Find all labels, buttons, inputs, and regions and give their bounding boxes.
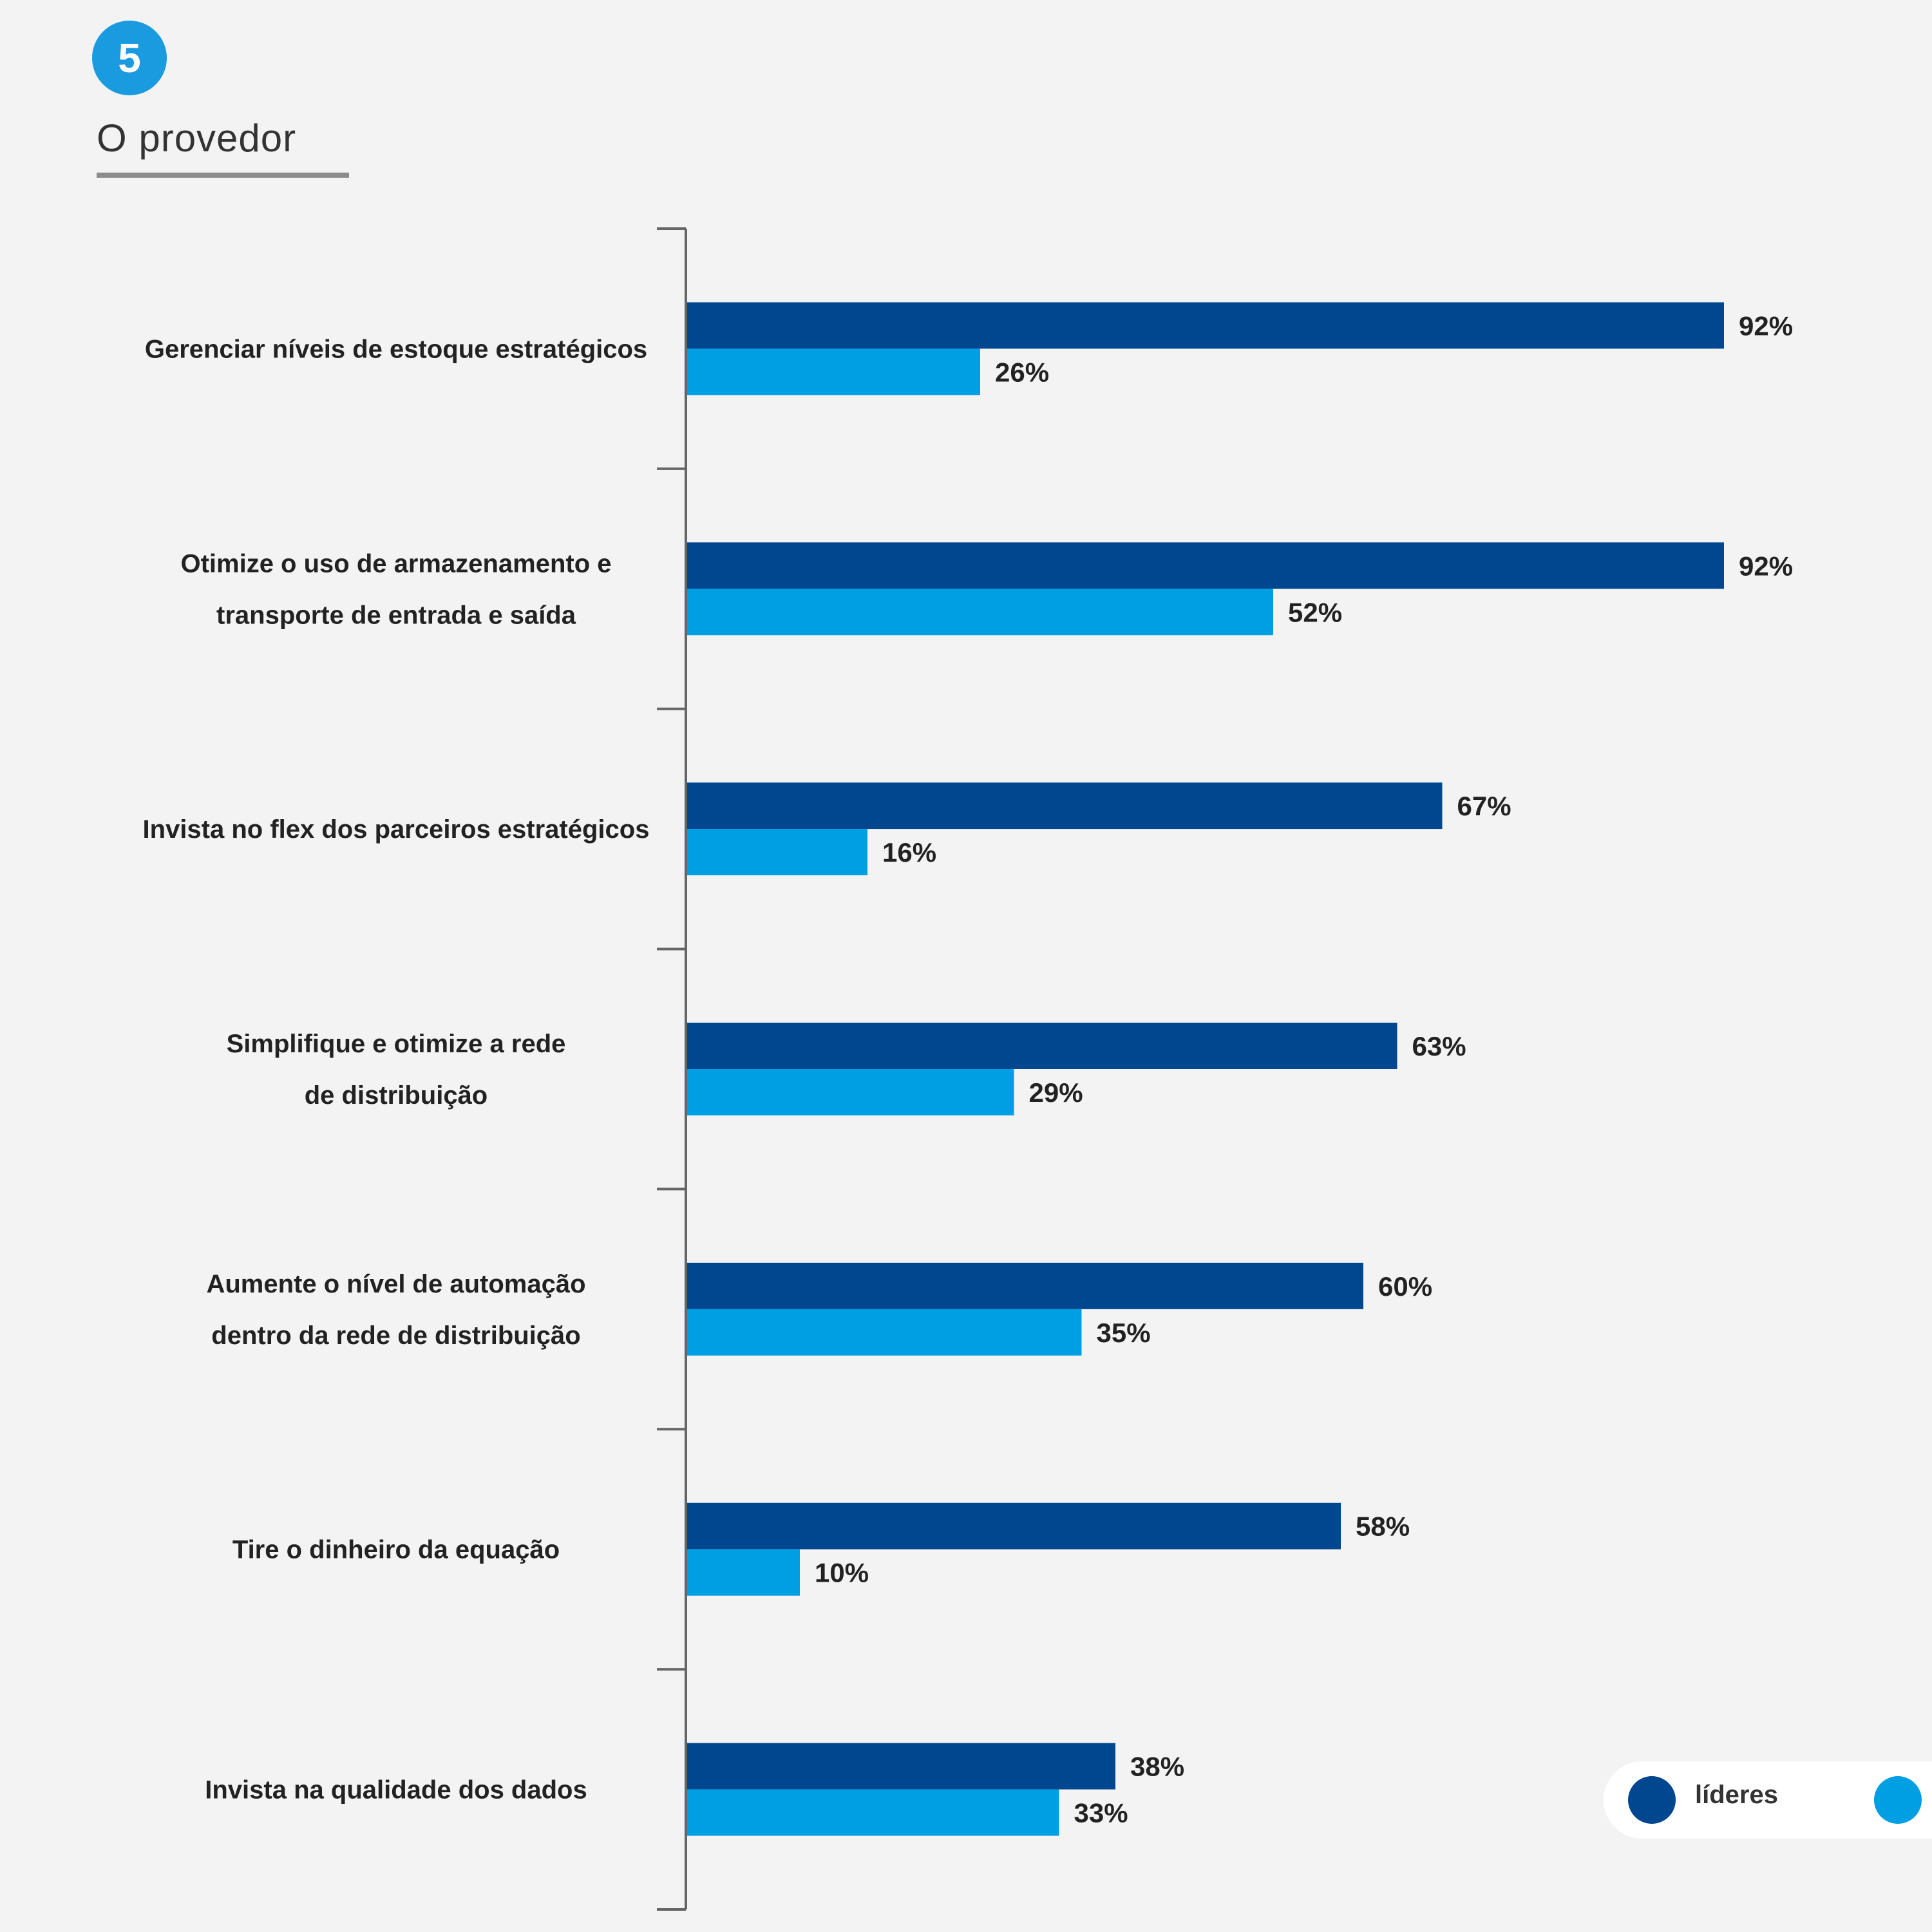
category-label-2-line-0: Invista no flex dos parceiros estratégic… (143, 815, 650, 844)
legend-label-leaders: líderes (1695, 1781, 1778, 1809)
category-label-4-line-1: dentro da rede de distribuição (211, 1321, 580, 1350)
bar-series-1-cat-3 (687, 1069, 1014, 1115)
title-underline (97, 173, 349, 178)
data-label-series-1-cat-5: 10% (815, 1558, 869, 1588)
bar-series-1-cat-6 (687, 1789, 1059, 1836)
category-label-0-line-0: Gerenciar níveis de estoque estratégicos (145, 335, 647, 363)
legend: líderes (1604, 1761, 1932, 1839)
section-number-badge: 5 (92, 21, 167, 95)
bar-series-0-cat-5 (687, 1502, 1341, 1549)
data-label-series-1-cat-2: 16% (882, 837, 936, 867)
bar-series-1-cat-5 (687, 1549, 800, 1596)
bar-series-1-cat-0 (687, 348, 980, 395)
category-label-3-line-1: de distribuição (305, 1081, 488, 1110)
section-title: O provedor (97, 117, 297, 160)
category-label-6-line-0: Invista na qualidade dos dados (205, 1776, 587, 1804)
data-label-series-0-cat-5: 58% (1356, 1511, 1410, 1542)
bar-series-0-cat-6 (687, 1743, 1115, 1790)
data-label-series-0-cat-4: 60% (1378, 1271, 1432, 1302)
bar-series-1-cat-2 (687, 829, 867, 876)
bar-series-0-cat-4 (687, 1262, 1363, 1309)
category-label-3-line-0: Simplifique e otimize a rede (227, 1030, 566, 1058)
data-label-series-0-cat-1: 92% (1739, 551, 1793, 581)
bar-series-0-cat-2 (687, 782, 1443, 829)
data-label-series-0-cat-2: 67% (1457, 791, 1511, 821)
data-label-series-0-cat-0: 92% (1739, 310, 1793, 341)
data-label-series-1-cat-4: 35% (1097, 1318, 1151, 1348)
data-label-series-1-cat-1: 52% (1288, 597, 1342, 627)
legend-swatch-others (1874, 1776, 1922, 1824)
category-label-5-line-0: Tire o dinheiro da equação (232, 1536, 560, 1564)
bar-series-0-cat-1 (687, 542, 1724, 589)
bar-series-1-cat-1 (687, 589, 1273, 636)
data-label-series-1-cat-6: 33% (1074, 1798, 1128, 1828)
category-label-4-line-0: Aumente o nível de automação (206, 1270, 585, 1298)
bar-series-1-cat-4 (687, 1309, 1082, 1356)
data-label-series-1-cat-0: 26% (995, 357, 1049, 387)
data-label-series-0-cat-3: 63% (1412, 1031, 1466, 1061)
data-label-series-1-cat-3: 29% (1029, 1077, 1083, 1108)
bar-series-0-cat-0 (687, 302, 1724, 349)
category-label-1-line-1: transporte de entrada e saída (216, 601, 576, 629)
legend-swatch-leaders (1628, 1776, 1676, 1824)
data-label-series-0-cat-6: 38% (1130, 1752, 1184, 1782)
bar-series-0-cat-3 (687, 1023, 1397, 1069)
category-label-1-line-0: Otimize o uso de armazenamento e (180, 549, 611, 578)
